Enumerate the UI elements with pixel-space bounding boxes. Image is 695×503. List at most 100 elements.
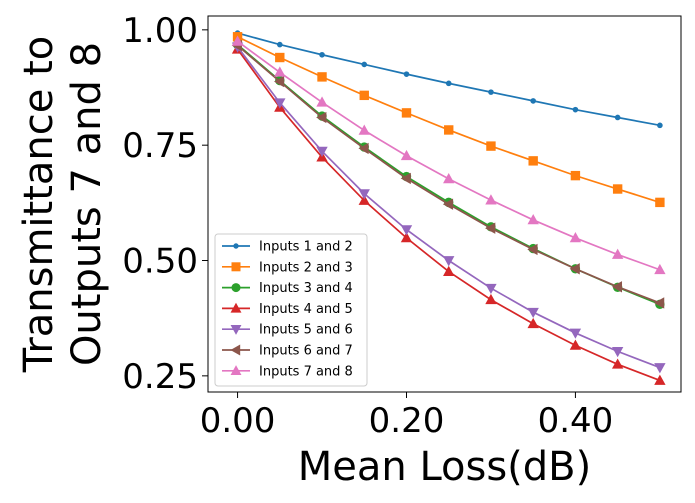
legend: Inputs 1 and 2 Inputs 2 and 3 Inputs 3 and…: [214, 233, 368, 387]
data-point: [654, 297, 665, 309]
data-point: [400, 225, 413, 236]
data-point: [485, 283, 497, 295]
data-point: [443, 172, 455, 184]
data-point: [614, 114, 621, 121]
data-point: [273, 75, 285, 88]
data-point: [527, 307, 539, 319]
legend-entry: Inputs 7 and 8: [222, 364, 353, 379]
data-point: [359, 90, 369, 101]
series-2: [232, 32, 665, 208]
series-7: [231, 35, 666, 275]
x-axis-ticks: 0.00 0.20 0.40: [200, 392, 614, 441]
data-point: [527, 317, 539, 329]
data-point: [443, 265, 455, 276]
data-point: [655, 197, 665, 208]
data-point: [612, 184, 623, 194]
data-point: [611, 281, 623, 293]
legend-label: Inputs 5 and 6: [259, 323, 353, 338]
data-point: [569, 232, 582, 243]
legend-marker: [230, 344, 241, 356]
data-point: [319, 51, 325, 58]
data-point: [569, 263, 580, 275]
data-point: [611, 248, 624, 259]
legend-marker: [230, 302, 242, 313]
data-point: [316, 111, 327, 124]
legend-label: Inputs 4 and 5: [259, 302, 353, 317]
data-point: [403, 71, 410, 77]
legend-label: Inputs 2 and 3: [259, 260, 353, 275]
data-point: [316, 146, 328, 158]
data-point: [444, 125, 454, 135]
legend-entry: Inputs 2 and 3: [222, 260, 353, 275]
data-point: [361, 61, 368, 68]
legend-marker: [231, 283, 241, 293]
y-axis-label-line-2: Outputs 7 and 8: [64, 42, 110, 366]
data-point: [569, 328, 582, 339]
y-tick-label: 0.50: [122, 242, 198, 282]
data-point: [569, 339, 582, 350]
data-point: [358, 142, 369, 155]
x-tick-label: 0.00: [200, 401, 276, 441]
legend-marker: [233, 243, 239, 249]
x-tick-label: 0.20: [369, 401, 445, 441]
data-point: [485, 194, 497, 205]
legend-label: Inputs 1 and 2: [259, 240, 353, 255]
legend-entry: Inputs 6 and 7: [222, 344, 353, 359]
legend-box: [214, 233, 368, 387]
data-point: [528, 156, 538, 166]
data-point: [572, 106, 579, 113]
legend-entry: Inputs 4 and 5: [222, 302, 353, 317]
data-point: [442, 198, 454, 210]
series-4: [231, 43, 666, 385]
data-point: [485, 293, 497, 305]
plot-frame: [207, 15, 682, 393]
legend-label: Inputs 3 and 4: [259, 281, 353, 296]
data-point: [317, 72, 327, 82]
x-axis-label: Mean Loss(dB): [298, 444, 591, 490]
data-point: [654, 374, 666, 385]
legend-marker: [230, 365, 242, 375]
y-tick-label: 1.00: [122, 11, 198, 51]
data-point: [358, 194, 370, 205]
legend-label: Inputs 7 and 8: [259, 364, 353, 379]
data-point: [530, 98, 536, 104]
data-point: [654, 363, 666, 374]
data-point: [316, 96, 328, 107]
data-point: [527, 214, 539, 225]
legend-entry: Inputs 5 and 6: [222, 323, 353, 338]
y-axis-ticks: 0.25 0.50 0.75 1.00: [122, 11, 208, 397]
series-5: [231, 42, 666, 374]
data-point: [445, 80, 452, 87]
data-point: [657, 122, 663, 129]
data-point: [274, 98, 286, 109]
legend-label: Inputs 6 and 7: [259, 344, 353, 359]
y-tick-label: 0.75: [122, 126, 198, 166]
data-point: [358, 189, 370, 200]
legend-marker: [230, 325, 242, 335]
data-point: [443, 256, 455, 267]
data-point: [486, 141, 496, 151]
data-point: [274, 66, 286, 77]
data-point: [275, 52, 285, 63]
data-point: [400, 172, 411, 185]
y-axis-label-line-1: Transmittance to: [16, 36, 62, 373]
data-point: [488, 89, 494, 95]
legend-entry: Inputs 3 and 4: [222, 281, 353, 296]
y-tick-label: 0.25: [122, 357, 198, 397]
data-point: [276, 41, 283, 48]
data-point: [611, 347, 624, 358]
data-point: [527, 243, 538, 256]
legend-entry: Inputs 1 and 2: [222, 240, 353, 255]
plot-lines: [231, 30, 666, 385]
data-point: [485, 222, 496, 234]
data-point: [231, 35, 244, 46]
legend-marker: [231, 262, 241, 272]
data-point: [611, 358, 624, 369]
data-point: [570, 170, 581, 181]
data-point: [358, 124, 370, 135]
data-point: [400, 149, 413, 161]
data-point: [654, 263, 666, 275]
x-tick-label: 0.40: [538, 401, 614, 441]
data-point: [401, 108, 412, 118]
